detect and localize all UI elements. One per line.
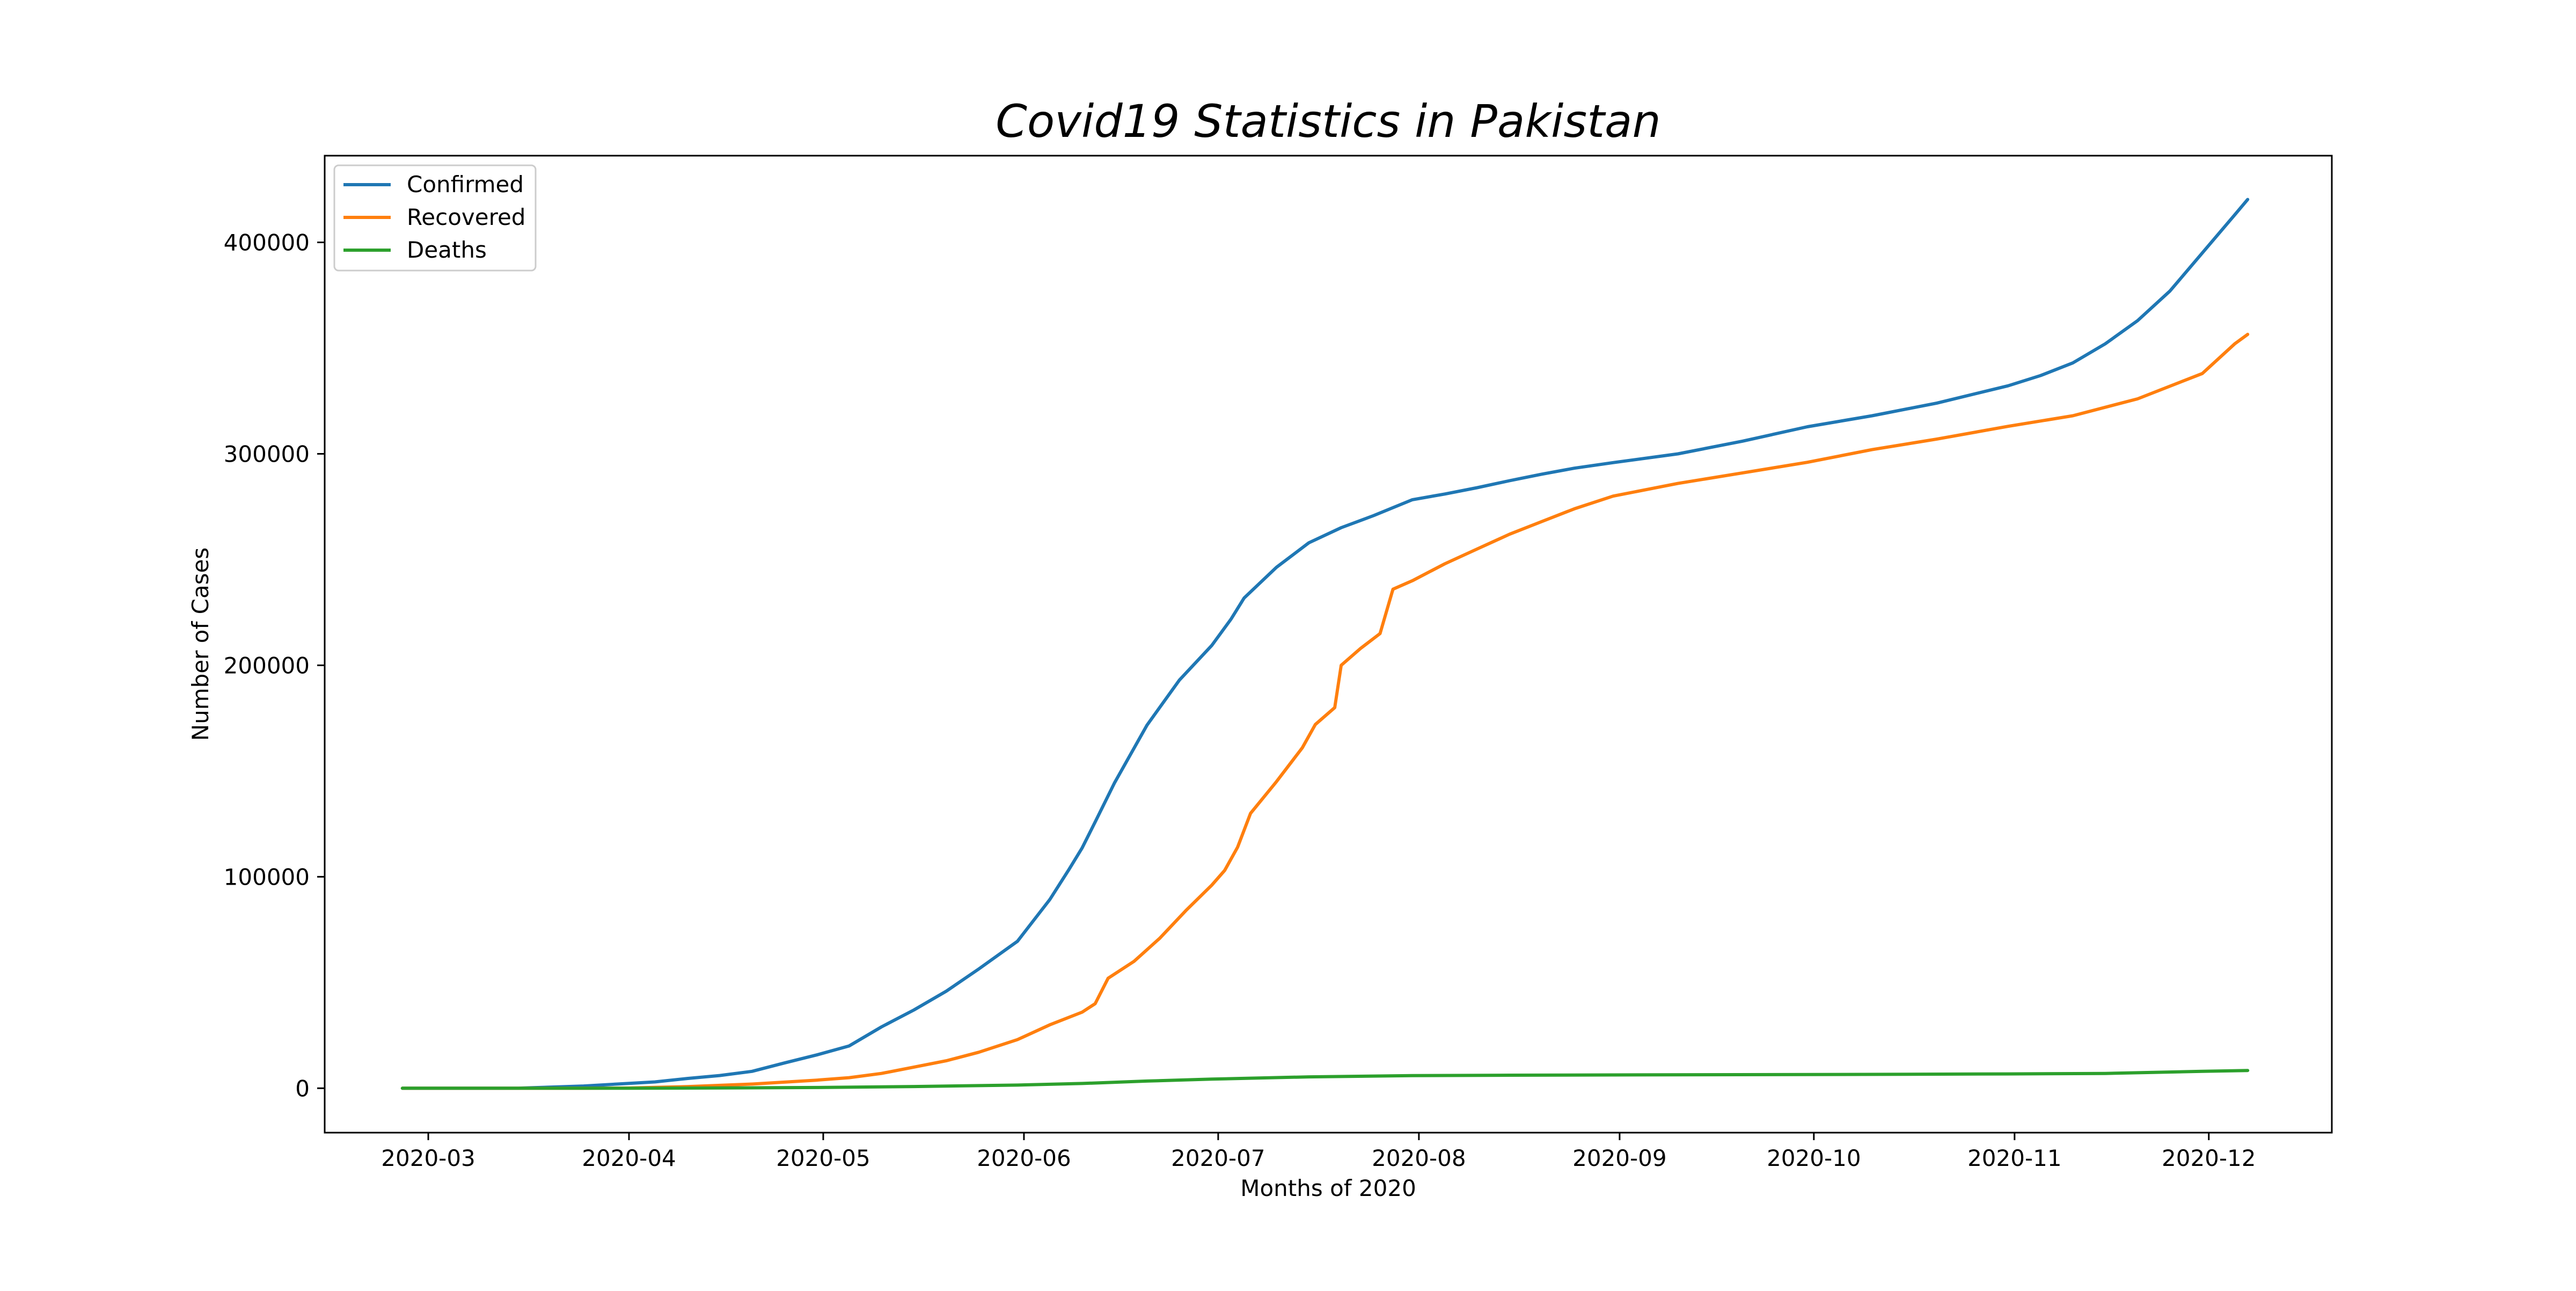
chart-title: Covid19 Statistics in Pakistan <box>996 95 1661 148</box>
x-tick-label: 2020-08 <box>1372 1145 1466 1171</box>
y-tick-label: 400000 <box>224 230 310 256</box>
y-tick-label: 300000 <box>224 441 310 467</box>
y-tick-label: 0 <box>295 1075 310 1102</box>
y-tick-label: 100000 <box>224 864 310 890</box>
x-tick-label: 2020-07 <box>1171 1145 1265 1171</box>
legend-label-confirmed: Confirmed <box>407 171 524 198</box>
x-tick-label: 2020-05 <box>776 1145 870 1171</box>
y-axis: 0 100000 200000 300000 400000 <box>224 230 325 1102</box>
x-axis: 2020-03 2020-04 2020-05 2020-06 2020-07 2020-… <box>381 1133 2256 1171</box>
x-tick-label: 2020-12 <box>2162 1145 2256 1171</box>
legend: Confirmed Recovered Deaths <box>333 164 537 272</box>
x-tick-label: 2020-03 <box>381 1145 475 1171</box>
y-axis-label: Number of Cases <box>187 548 214 741</box>
legend-label-deaths: Deaths <box>407 237 487 263</box>
plot-frame <box>324 155 2333 1134</box>
legend-box <box>333 164 537 272</box>
series-layer <box>400 198 2250 1090</box>
legend-label-recovered: Recovered <box>407 204 525 230</box>
x-tick-label: 2020-09 <box>1572 1145 1667 1171</box>
y-tick-label: 200000 <box>224 652 310 679</box>
x-tick-label: 2020-06 <box>977 1145 1071 1171</box>
series-line-confirmed <box>400 198 2250 1090</box>
x-tick-label: 2020-11 <box>1967 1145 2062 1171</box>
x-tick-label: 2020-10 <box>1767 1145 1861 1171</box>
x-axis-label: Months of 2020 <box>1240 1175 1416 1201</box>
series-line-deaths <box>400 1069 2250 1090</box>
x-tick-label: 2020-04 <box>582 1145 676 1171</box>
series-line-recovered <box>400 332 2250 1090</box>
